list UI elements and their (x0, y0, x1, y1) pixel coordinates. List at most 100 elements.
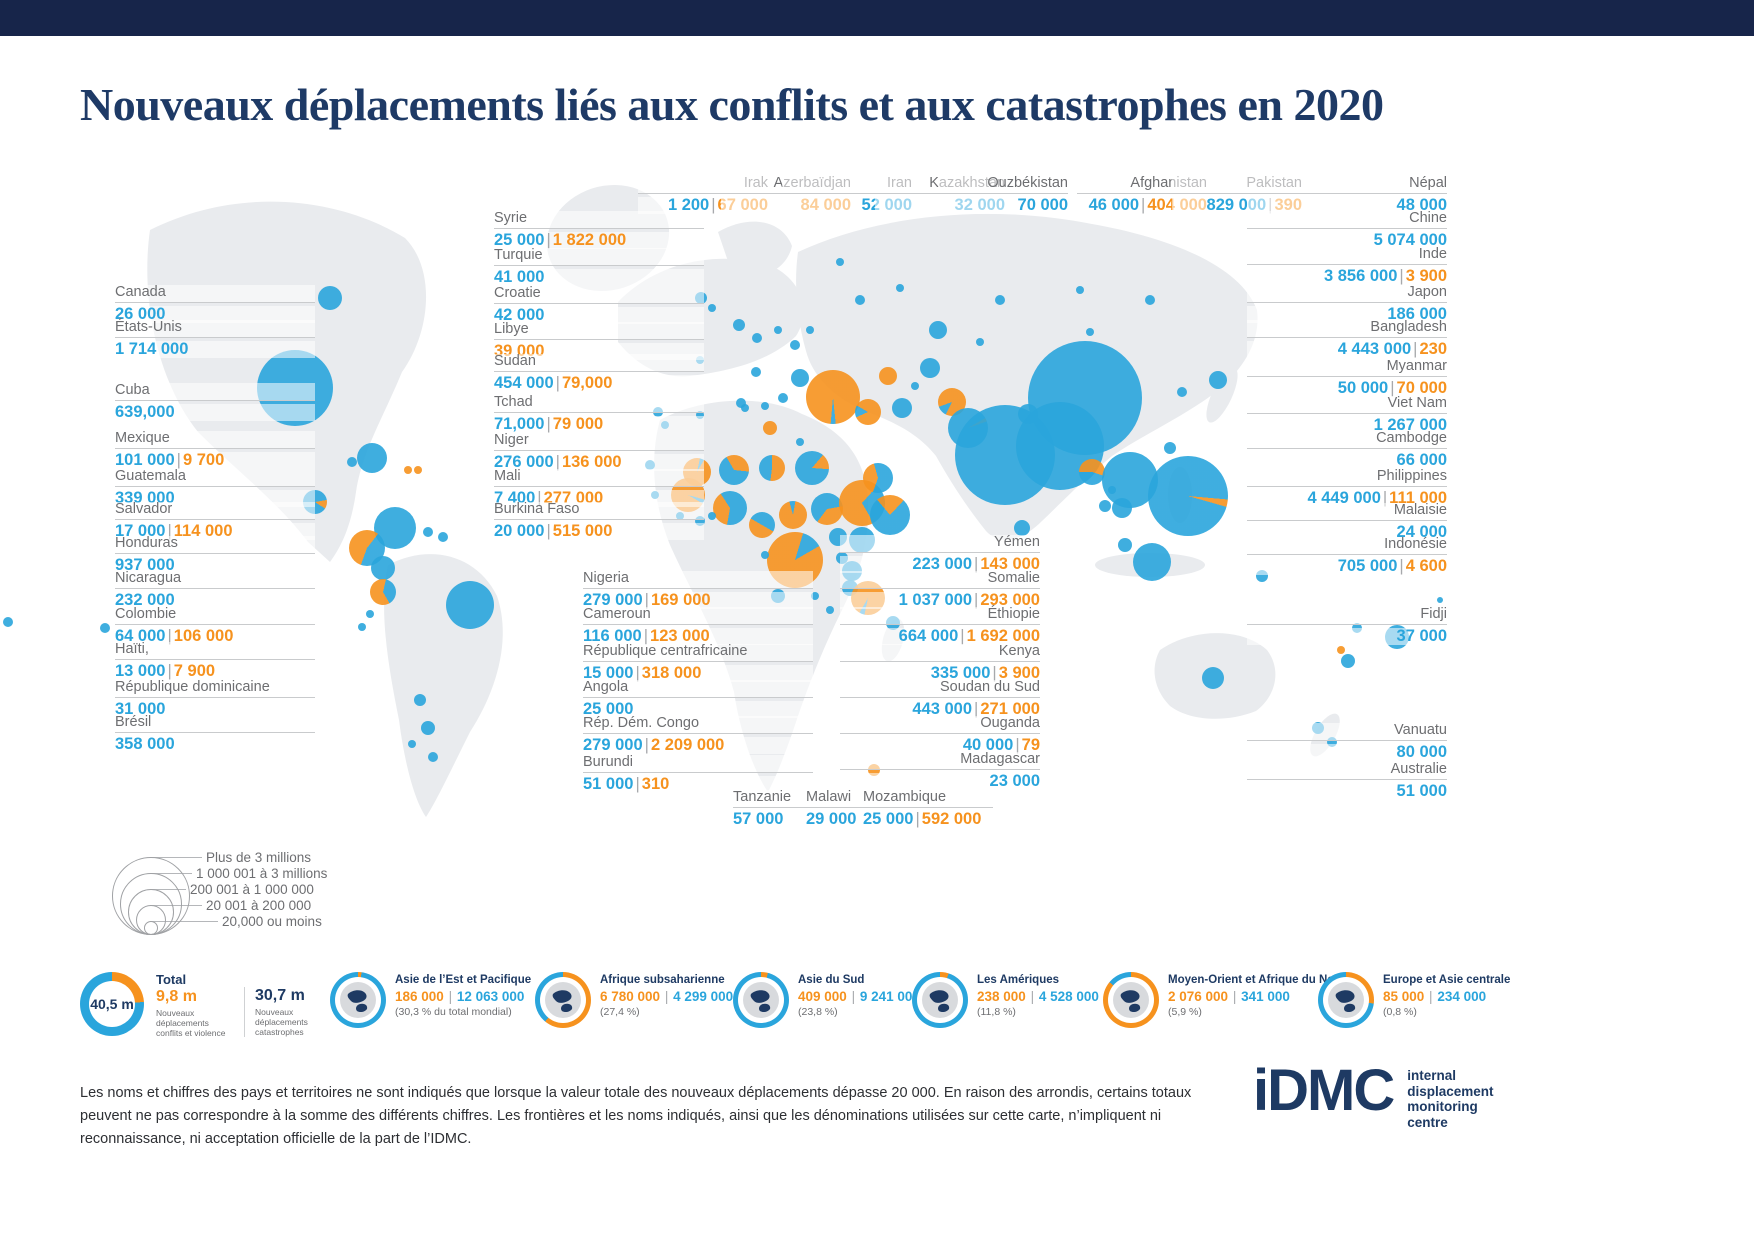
map-bubble (879, 367, 897, 385)
country-values: 42 000 (494, 307, 704, 324)
country-label: République dominicaine 31 000 (115, 680, 315, 718)
value-separator: | (537, 489, 542, 507)
country-label: Nigeria 279 000 | 169 000 (583, 571, 813, 609)
map-bubble (778, 393, 788, 403)
region-share: (0,8 %) (1383, 1006, 1417, 1018)
conflict-value: 70 000 (1396, 379, 1447, 397)
map-bubble (920, 358, 940, 378)
country-values: 17 000 | 114 000 (115, 523, 315, 540)
country-label: Cameroun 116 000 | 123 000 (583, 607, 813, 645)
country-label: Mexique 101 000 | 9 700 (115, 431, 315, 469)
region-values: 409 000 | 9 241 000 (798, 989, 920, 1004)
disaster-value: 937 000 (115, 556, 175, 574)
region-globe-icon (743, 982, 779, 1018)
conflict-value: 123 000 (650, 627, 710, 645)
country-name: Brésil (115, 715, 315, 733)
value-separator: | (711, 196, 716, 214)
country-name: Nicaragua (115, 571, 315, 589)
conflict-value: 1 692 000 (966, 627, 1040, 645)
map-bubble (347, 457, 357, 467)
map-bubble (414, 694, 426, 706)
country-label: Croatie 42 000 (494, 286, 704, 324)
country-label: Burkina Faso 20 000 | 515 000 (494, 502, 704, 540)
country-label: Nicaragua 232 000 (115, 571, 315, 609)
map-bubble (761, 402, 769, 410)
region-text: Asie du Sud 409 000 | 9 241 000 (23,8 %) (798, 972, 920, 1018)
country-name: Colombie (115, 607, 315, 625)
map-bubble (741, 404, 749, 412)
country-values: 25 000 | 592 000 (863, 811, 993, 828)
country-name: République centrafricaine (583, 644, 813, 662)
value-separator: | (555, 453, 560, 471)
region-summary: Afrique subsaharienne 6 780 000 | 4 299 0… (535, 972, 733, 1028)
country-name: Salvador (115, 502, 315, 520)
country-values: 70 000 (938, 197, 1068, 214)
country-values: 4 443 000 | 230 (1247, 341, 1447, 358)
country-name: Guatemala (115, 469, 315, 487)
disaster-value: 1 267 000 (1373, 416, 1447, 434)
country-values: 37 000 (1247, 628, 1447, 645)
disaster-value: 5 074 000 (1373, 231, 1447, 249)
country-label: Vanuatu 80 000 (1247, 723, 1447, 761)
region-values: 238 000 | 4 528 000 (977, 989, 1099, 1004)
disaster-value: 71,000 (494, 415, 545, 433)
country-name: Burundi (583, 755, 813, 773)
disaster-value: 705 000 (1337, 557, 1398, 575)
country-name: Malawi (806, 790, 866, 808)
disaster-total-value: 30,7 m (255, 987, 305, 1004)
page-title: Nouveaux déplacements liés aux conflits … (80, 79, 1384, 130)
country-values: 48 000 (1247, 197, 1447, 214)
map-bubble (371, 556, 395, 580)
map-bubble (759, 455, 785, 481)
region-ring-chart (330, 972, 386, 1028)
country-label: Angola 25 000 (583, 680, 813, 718)
region-conflict-value: 6 780 000 (600, 989, 661, 1004)
conflict-value: 79 000 (552, 415, 604, 433)
country-label: Philippines 4 449 000 | 111 000 (1247, 469, 1447, 507)
disaster-value: 279 000 (583, 736, 643, 754)
map-bubble (736, 398, 746, 408)
map-bubble (855, 399, 881, 425)
country-label: Haïti, 13 000 | 7 900 (115, 642, 315, 680)
disaster-value: 664 000 (898, 627, 959, 645)
map-bubble (1086, 328, 1094, 336)
map-bubble (863, 463, 893, 493)
country-label: Chine 5 074 000 (1247, 211, 1447, 249)
map-bubble (749, 512, 775, 538)
conflict-value: 1 822 000 (552, 231, 627, 249)
conflict-value: 7 900 (173, 662, 216, 680)
country-name: États-Unis (115, 320, 315, 338)
country-label: Japon 186 000 (1247, 285, 1447, 323)
country-name: Syrie (494, 211, 704, 229)
legend-size-label: 1 000 001 à 3 millions (196, 866, 328, 881)
country-name: Inde (1247, 247, 1447, 265)
total-label: Total (156, 972, 187, 987)
map-bubble (751, 367, 761, 377)
disaster-value: 223 000 (912, 555, 973, 573)
country-values: 664 000 | 1 692 000 (840, 628, 1040, 645)
region-summary: Europe et Asie centrale 85 000 | 234 000 (… (1318, 972, 1510, 1028)
disaster-value: 25 000 (863, 810, 914, 828)
map-bubble (896, 284, 904, 292)
map-bubble (358, 623, 366, 631)
disaster-value: 50 000 (1337, 379, 1389, 397)
country-values: 25 000 | 1 822 000 (494, 232, 704, 249)
footer-note: Les noms et chiffres des pays et territo… (80, 1085, 1192, 1147)
country-values: 31 000 (115, 701, 315, 718)
region-summary: Les Amériques 238 000 | 4 528 000 (11,8 %) (912, 972, 1099, 1028)
country-label: Ouzbékistan 70 000 (938, 176, 1068, 214)
region-ring-chart (1103, 972, 1159, 1028)
value-separator: | (167, 522, 172, 540)
value-separator: | (992, 664, 997, 682)
region-name: Asie du Sud (798, 974, 865, 986)
conflict-value: 3 900 (1405, 267, 1447, 285)
map-bubble (1099, 500, 1111, 512)
country-name: Mozambique (863, 790, 993, 808)
map-bubble (779, 501, 807, 529)
legend-leader-line (150, 857, 202, 858)
map-bubble (752, 333, 762, 343)
value-separator: | (974, 700, 979, 718)
idmc-wordmark: iDMC (1253, 1058, 1395, 1123)
region-ring-chart (912, 972, 968, 1028)
region-globe-icon (922, 982, 958, 1018)
